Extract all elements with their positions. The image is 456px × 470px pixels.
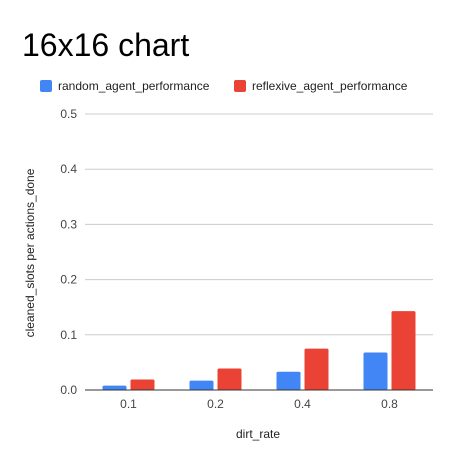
y-tick-label: 0.4 bbox=[60, 162, 77, 176]
bar-random-agent-performance-0.2 bbox=[189, 380, 214, 390]
legend-label-reflexive-agent-performance: reflexive_agent_performance bbox=[252, 79, 408, 93]
bar-random-agent-performance-0.8 bbox=[363, 352, 388, 390]
x-tick-label: 0.8 bbox=[381, 397, 398, 411]
legend-swatch-reflexive-agent-performance bbox=[234, 80, 246, 92]
bar-reflexive-agent-performance-0.2 bbox=[217, 368, 242, 390]
bar-random-agent-performance-0.1 bbox=[102, 385, 127, 390]
y-tick-label: 0.0 bbox=[60, 383, 77, 397]
chart-title: 16x16 chart bbox=[22, 27, 189, 63]
y-tick-label: 0.1 bbox=[60, 328, 77, 342]
x-tick-label: 0.4 bbox=[294, 397, 311, 411]
legend: random_agent_performance reflexive_agent_… bbox=[40, 79, 408, 93]
y-tick-label: 0.2 bbox=[60, 273, 77, 287]
y-axis-ticks: 0.0 0.1 0.2 0.3 0.4 0.5 bbox=[60, 107, 77, 397]
bar-reflexive-agent-performance-0.8 bbox=[391, 311, 416, 390]
x-axis-label: dirt_rate bbox=[236, 427, 280, 441]
bars bbox=[85, 311, 433, 391]
bar-reflexive-agent-performance-0.4 bbox=[304, 348, 329, 390]
legend-swatch-random-agent-performance bbox=[40, 80, 52, 92]
bar-reflexive-agent-performance-0.1 bbox=[130, 379, 155, 390]
bar-random-agent-performance-0.4 bbox=[276, 371, 301, 390]
y-tick-label: 0.3 bbox=[60, 217, 77, 231]
y-axis-label: cleaned_slots per actions_done bbox=[23, 168, 37, 337]
y-tick-label: 0.5 bbox=[60, 107, 77, 121]
legend-label-random-agent-performance: random_agent_performance bbox=[58, 79, 210, 93]
x-axis-ticks: 0.1 0.2 0.4 0.8 bbox=[120, 397, 398, 411]
x-tick-label: 0.2 bbox=[207, 397, 224, 411]
x-tick-label: 0.1 bbox=[120, 397, 137, 411]
